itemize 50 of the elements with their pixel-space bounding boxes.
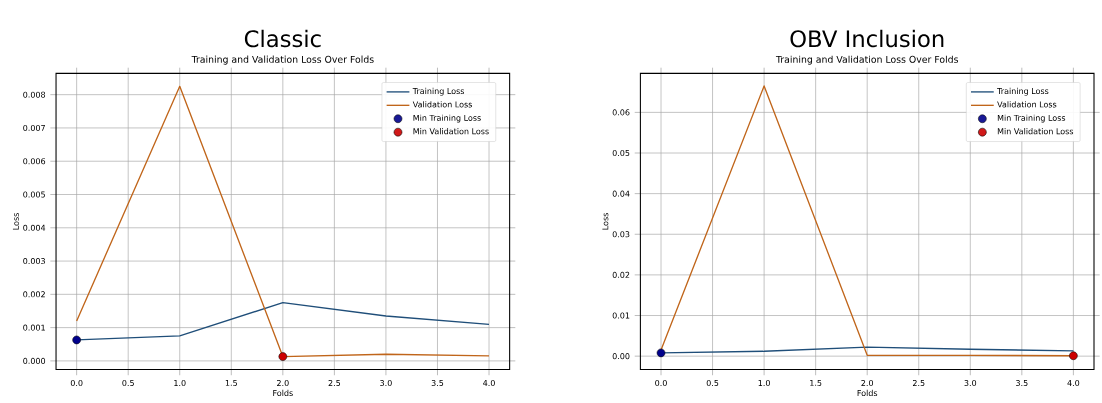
y-tick-label: 0.007 — [23, 124, 45, 132]
x-axis-title: Folds — [857, 389, 878, 397]
x-tick-label: 0.5 — [122, 380, 134, 387]
y-tick-label: 0.008 — [23, 91, 46, 98]
x-tick-label: 3.5 — [1016, 380, 1028, 387]
x-tick-label: 0.0 — [70, 380, 83, 387]
legend-label: Training Loss — [997, 87, 1049, 96]
y-tick-label: 0.002 — [23, 291, 45, 298]
y-axis-title: Loss — [602, 213, 609, 230]
x-tick-label: 2.0 — [277, 380, 289, 387]
x-tick-label: 1.0 — [758, 380, 770, 387]
x-tick-label: 2.0 — [861, 380, 874, 387]
y-tick-label: 0.05 — [612, 150, 630, 157]
x-tick-label: 1.5 — [810, 380, 822, 386]
y-tick-label: 0.00 — [612, 353, 630, 360]
y-tick-label: 0.03 — [612, 231, 630, 238]
y-tick-label: 0.001 — [23, 324, 45, 331]
legend-label: Validation Loss — [997, 101, 1057, 108]
legend-label: Training Loss — [412, 87, 465, 96]
y-tick-label: 0.01 — [612, 312, 630, 319]
x-tick-label: 2.5 — [912, 380, 925, 387]
chart-title: OBV Inclusion — [790, 29, 944, 48]
legend-label: Min Validation Loss — [413, 128, 489, 135]
y-tick-label: 0.003 — [23, 258, 45, 265]
y-tick-label: 0.02 — [612, 271, 630, 278]
y-tick-label: 0.006 — [23, 158, 46, 165]
x-axis-title: Folds — [273, 389, 293, 397]
y-tick-label: 0.04 — [612, 190, 630, 197]
y-tick-label: 0.000 — [23, 357, 46, 364]
x-tick-label: 3.0 — [964, 380, 977, 387]
chart-subtitle: Training and Validation Loss Over Folds — [775, 55, 959, 65]
x-tick-label: 0.0 — [655, 380, 667, 387]
legend-label: Validation Loss — [412, 101, 472, 108]
y-tick-label: 0.005 — [23, 191, 45, 198]
legend-label: Min Training Loss — [413, 114, 481, 123]
y-axis-title: Loss — [12, 213, 19, 230]
y-tick-label: 0.06 — [612, 109, 630, 116]
legend-label: Min Training Loss — [997, 114, 1066, 123]
x-tick-label: 2.5 — [328, 380, 341, 387]
chart-subtitle: Training and Validation Loss Over Folds — [191, 55, 374, 65]
y-tick-label: 0.004 — [23, 224, 46, 231]
x-tick-label: 1.5 — [225, 380, 237, 386]
x-tick-label: 1.0 — [174, 380, 186, 387]
chart-title: Classic — [244, 29, 321, 48]
x-tick-label: 4.0 — [483, 380, 495, 387]
x-tick-label: 0.5 — [706, 380, 719, 387]
x-tick-label: 4.0 — [1067, 380, 1080, 387]
legend-label: Min Validation Loss — [997, 128, 1074, 135]
x-tick-label: 3.5 — [431, 380, 444, 387]
x-tick-label: 3.0 — [380, 380, 392, 387]
